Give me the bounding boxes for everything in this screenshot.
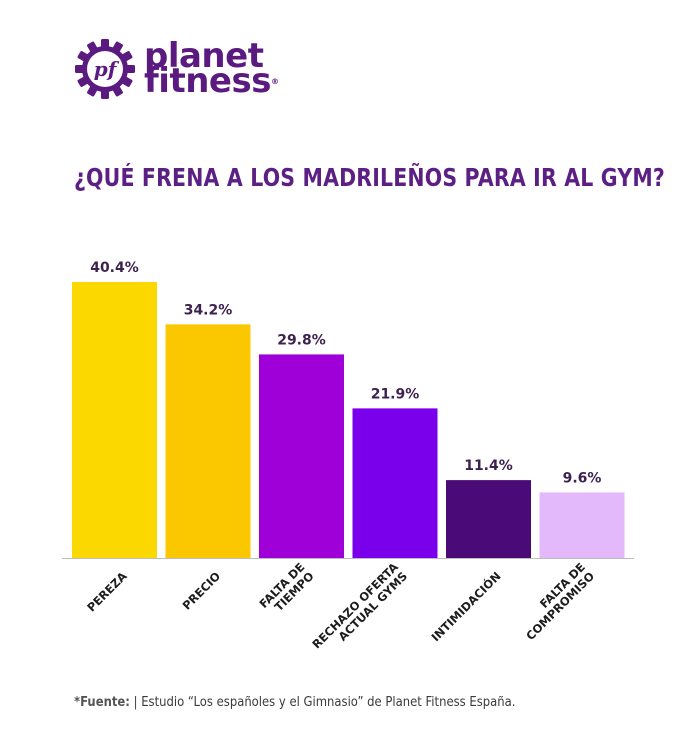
bar-value-label: 21.9%	[371, 386, 420, 402]
bar	[352, 408, 438, 558]
brand-logo: pf planet fitness®	[74, 36, 279, 101]
category-label: INTIMIDACIÓN	[428, 568, 504, 644]
source-note: *Fuente: | Estudio “Los españoles y el G…	[74, 694, 515, 710]
bar-value-label: 11.4%	[464, 458, 513, 474]
brand-name-line1: planet	[144, 36, 264, 76]
bar-value-label: 34.2%	[184, 302, 233, 318]
bar	[259, 354, 344, 558]
bar	[539, 492, 625, 558]
category-label: FALTA DETIEMPO	[256, 560, 316, 620]
bar-value-label: 40.4%	[90, 260, 139, 276]
bar-value-label: 29.8%	[277, 332, 326, 348]
brand-name: planet fitness®	[144, 36, 279, 101]
registered-mark: ®	[270, 77, 279, 86]
category-label: PEREZA	[84, 569, 129, 614]
chart-title: ¿QUÉ FRENA A LOS MADRILEÑOS PARA IR AL G…	[74, 163, 665, 192]
gear-icon: pf	[75, 39, 135, 99]
brand-name-line2: fitness®	[144, 61, 279, 101]
category-label: PRECIO	[180, 569, 224, 613]
bar	[446, 480, 531, 558]
source-text: | Estudio “Los españoles y el Gimnasio” …	[133, 694, 516, 710]
source-label: *Fuente:	[74, 694, 130, 710]
category-label: RECHAZO OFERTAACTUAL GYMS	[309, 560, 410, 661]
logo-mark-text: pf	[94, 57, 120, 81]
bar	[72, 282, 157, 558]
bar-value-label: 9.6%	[563, 470, 602, 486]
category-label: FALTA DECOMPROMISO	[514, 560, 597, 643]
bar	[165, 324, 251, 558]
